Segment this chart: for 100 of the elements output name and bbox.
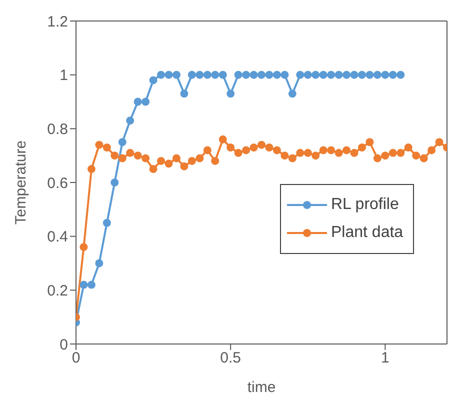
- point: [80, 280, 88, 289]
- point: [272, 70, 281, 79]
- point: [265, 70, 274, 79]
- y-tick-label: 0.4: [47, 228, 68, 246]
- point: [366, 70, 374, 79]
- point: [164, 160, 173, 168]
- y-tick-label: 1: [60, 67, 68, 84]
- point: [296, 148, 304, 157]
- point: [334, 70, 343, 79]
- point: [95, 259, 104, 268]
- point: [218, 135, 227, 144]
- point: [188, 70, 196, 79]
- point: [118, 138, 126, 146]
- point: [265, 144, 274, 152]
- x-tick-label: 0.5: [220, 350, 242, 367]
- legend-label: Plant data: [331, 223, 404, 243]
- point: [288, 90, 296, 98]
- point: [366, 138, 374, 146]
- x-axis-title: time: [247, 379, 276, 396]
- point: [358, 144, 366, 152]
- point: [226, 144, 235, 152]
- point: [226, 90, 235, 98]
- y-tick-label: 1.2: [47, 13, 68, 30]
- point: [327, 70, 336, 79]
- point: [250, 70, 258, 79]
- point: [157, 70, 166, 79]
- point: [280, 70, 289, 79]
- y-tick-label: 0.2: [47, 282, 68, 300]
- point: [87, 165, 96, 174]
- point: [172, 70, 180, 79]
- point: [157, 156, 166, 165]
- point: [242, 146, 250, 154]
- point: [319, 146, 328, 154]
- point: [342, 146, 351, 154]
- point: [95, 140, 104, 149]
- point: [358, 70, 366, 79]
- point: [142, 98, 150, 106]
- point: [110, 152, 119, 160]
- point: [211, 70, 220, 79]
- point: [118, 154, 126, 162]
- point: [149, 165, 158, 174]
- point: [312, 70, 320, 79]
- point: [350, 70, 358, 79]
- point: [172, 154, 180, 162]
- point: [280, 152, 289, 160]
- point: [381, 152, 390, 160]
- point: [381, 70, 390, 79]
- point: [288, 154, 296, 162]
- point: [373, 70, 382, 79]
- point: [242, 70, 250, 79]
- legend-label: RL profile: [331, 195, 399, 215]
- point: [396, 148, 405, 157]
- y-axis-title: Temperature: [12, 140, 30, 225]
- point: [258, 140, 266, 149]
- point: [412, 152, 420, 160]
- point: [296, 70, 304, 79]
- x-tick-label: 0: [72, 350, 80, 367]
- point: [134, 98, 142, 106]
- point: [327, 146, 336, 154]
- point: [396, 70, 405, 79]
- y-tick-label: 0.6: [47, 174, 68, 192]
- point: [334, 148, 343, 157]
- point: [87, 280, 96, 289]
- point: [428, 146, 436, 154]
- point: [258, 70, 266, 79]
- point: [196, 154, 204, 162]
- point: [312, 152, 320, 160]
- point: [142, 154, 150, 162]
- point: [180, 90, 188, 98]
- point: [404, 144, 412, 152]
- point: [126, 116, 134, 125]
- point: [134, 152, 142, 160]
- point: [126, 148, 134, 157]
- point: [211, 156, 220, 165]
- point: [80, 243, 88, 252]
- point: [319, 70, 328, 79]
- point: [342, 70, 351, 79]
- y-tick-label: 0.8: [47, 120, 68, 138]
- point: [110, 178, 119, 186]
- point: [102, 144, 111, 152]
- point: [250, 144, 258, 152]
- point: [420, 154, 428, 162]
- point: [196, 70, 204, 79]
- point: [234, 70, 242, 79]
- point: [350, 148, 358, 157]
- point: [164, 70, 173, 79]
- y-tick-label: 0: [60, 336, 68, 354]
- point: [234, 148, 242, 157]
- point: [435, 138, 444, 146]
- point: [180, 162, 188, 170]
- point: [188, 156, 196, 165]
- point: [203, 70, 212, 79]
- point: [304, 70, 312, 79]
- point: [218, 70, 227, 79]
- point: [272, 146, 281, 154]
- point: [388, 148, 397, 157]
- point: [203, 146, 212, 154]
- point: [149, 76, 158, 84]
- point: [102, 218, 111, 227]
- point: [388, 70, 397, 79]
